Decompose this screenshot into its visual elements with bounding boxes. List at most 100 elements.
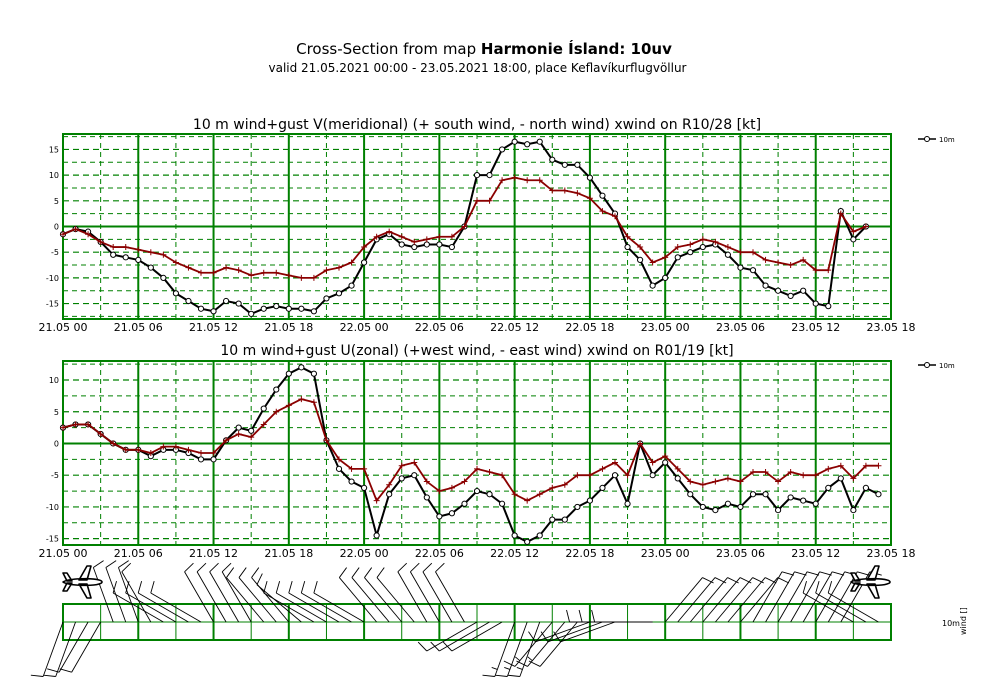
wind-point: [749, 491, 757, 498]
y-tick-label: -15: [46, 535, 59, 544]
barb-staff: [105, 567, 127, 623]
barb-staff: [752, 571, 783, 623]
x-tick-label: 23.05 12: [791, 321, 840, 334]
barb-feather: [566, 609, 570, 623]
x-tick-label: 21.05 06: [114, 321, 163, 334]
wind-point: [561, 516, 568, 523]
wind-point: [360, 259, 368, 266]
barb-staff: [55, 621, 76, 677]
wind-point: [147, 453, 154, 460]
barb-feather: [764, 577, 777, 584]
wind-barb: [578, 609, 641, 623]
gust-point: [561, 187, 568, 194]
gust-point: [549, 484, 556, 491]
barb-staff: [313, 592, 365, 623]
barb-feather: [752, 577, 764, 584]
wind-point: [386, 491, 393, 498]
gust-point: [260, 269, 267, 276]
gust-point: [674, 244, 681, 251]
wind-point: [185, 449, 192, 457]
page-subtitle: valid 21.05.2021 00:00 - 23.05.2021 18:0…: [268, 61, 687, 75]
wind-point: [97, 238, 104, 246]
wind-point: [599, 484, 606, 491]
barb-feather: [43, 674, 56, 677]
wind-barb: [376, 567, 415, 623]
gust-point: [850, 228, 857, 235]
barb-feather: [702, 577, 714, 584]
barb-feather: [300, 580, 306, 594]
barb-staff: [351, 577, 390, 623]
gust-point: [436, 488, 443, 495]
gust-point: [825, 267, 832, 274]
barb-feather: [59, 668, 72, 673]
wind-barb: [507, 621, 541, 677]
wind-point: [574, 161, 581, 168]
wind-barb: [740, 577, 790, 623]
wind-point: [624, 243, 631, 251]
wind-barb: [251, 567, 290, 623]
gust-point: [461, 478, 468, 485]
gust-point: [448, 484, 455, 491]
wind-point: [298, 364, 305, 371]
barb-feather: [516, 660, 528, 667]
gust-point: [574, 472, 581, 479]
barb-half-feather: [504, 666, 511, 670]
gust-point: [574, 190, 581, 197]
x-tick-label: 22.05 18: [565, 547, 614, 560]
wind-barb: [442, 621, 503, 652]
wind-barb: [256, 573, 302, 623]
gust-point: [122, 446, 129, 453]
barb-staff: [422, 571, 453, 623]
x-tick-label: 22.05 00: [340, 547, 389, 560]
barb-staff: [263, 592, 315, 623]
wind-barb: [689, 577, 739, 623]
wind-point: [298, 305, 305, 312]
chart-panel-2: 10 m wind+gust U(zonal) (+west wind, - e…: [39, 343, 955, 560]
gust-point: [837, 210, 844, 217]
y-tick-label: -10: [46, 274, 59, 283]
barb-feather: [112, 580, 117, 594]
wind-barb-panel: 10m wind []: [30, 560, 968, 677]
wind-point: [172, 290, 180, 297]
gust-point: [687, 478, 694, 485]
wind-point: [310, 308, 318, 315]
wind-point: [498, 500, 506, 507]
wind-point: [737, 503, 744, 511]
y-tick-label: -15: [46, 300, 59, 309]
wind-point: [536, 138, 543, 145]
barb-staff: [715, 577, 753, 623]
barb-staff: [150, 592, 202, 623]
wind-point: [135, 446, 142, 453]
legend-marker: [924, 362, 930, 368]
wind-point: [812, 300, 819, 307]
x-tick-label: 22.05 12: [490, 321, 539, 334]
gust-point: [398, 462, 405, 469]
wind-point: [436, 513, 443, 520]
wind-barb: [92, 560, 114, 623]
gust-point: [172, 443, 179, 450]
barb-staff: [251, 577, 290, 623]
gust-point: [499, 177, 506, 184]
barb-staff: [339, 577, 377, 623]
wind-barb: [815, 571, 857, 623]
gust-point: [386, 228, 393, 235]
wind-point: [423, 494, 430, 501]
barb-staff: [815, 592, 867, 623]
barb-staff: [409, 571, 440, 623]
barb-feather: [364, 567, 373, 578]
gust-point: [235, 267, 242, 274]
wind-point: [248, 310, 255, 317]
wind-point: [160, 274, 167, 281]
gust-point: [110, 244, 117, 251]
wind-point: [611, 210, 619, 217]
wind-series-line: [62, 366, 879, 543]
barb-staff: [451, 621, 503, 652]
barb-staff: [58, 621, 89, 673]
legend-label: 10m: [939, 362, 955, 370]
wind-point: [486, 491, 493, 498]
gust-point: [348, 465, 355, 472]
barb-staff: [547, 621, 603, 643]
gust-point: [198, 269, 204, 276]
wind-point: [674, 475, 681, 482]
wind-point: [586, 497, 594, 504]
